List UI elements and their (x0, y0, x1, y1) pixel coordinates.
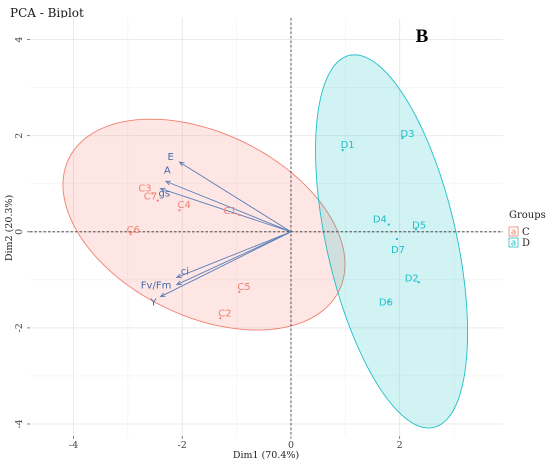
y-axis-label: Dim2 (20.3%) (4, 195, 15, 261)
arrow-gs (160, 188, 292, 233)
y-tick-label: 2 (14, 133, 25, 139)
x-axis-label: Dim1 (70.4%) (233, 450, 299, 461)
confidence-ellipses (62, 54, 469, 429)
legend-key-c (508, 226, 519, 237)
point-label-d3: D3 (400, 129, 414, 140)
arrow-e (179, 161, 292, 233)
point-c2 (219, 317, 222, 320)
point-d4 (387, 223, 390, 226)
ellipse-group-c (62, 118, 346, 331)
y-tick-label: 4 (14, 37, 25, 43)
point-d2 (417, 281, 420, 284)
point-c4 (178, 209, 181, 212)
legend-key-glyph: a (511, 228, 517, 238)
point-c6 (129, 233, 132, 236)
point-c1 (238, 213, 241, 217)
point-label-c5: C5 (237, 282, 250, 293)
legend-title: Groups (509, 210, 546, 221)
arrowhead (175, 273, 182, 278)
y-tick-label: -2 (14, 323, 25, 332)
point-label-c2: C2 (218, 308, 231, 319)
arrow-ci (176, 231, 292, 278)
y-tick-label: -4 (14, 419, 25, 428)
x-axis-ticks: -4 -2 0 2 (69, 436, 403, 451)
legend-label-c: C (522, 227, 530, 238)
arrow-fv-fm (176, 231, 292, 286)
point-label-c1: C1 (223, 206, 236, 217)
point-d7 (395, 237, 399, 241)
x-tick-label: 0 (288, 440, 294, 451)
point-label-d2: D2 (405, 273, 419, 284)
variable-label-ci: ci (181, 266, 189, 277)
legend-key-glyph: a (511, 239, 517, 249)
grid-lines (30, 18, 503, 436)
variable-label-y: Y (149, 298, 157, 309)
point-c3 (151, 192, 154, 195)
point-label-d5: D5 (412, 220, 426, 231)
legend-key-d (508, 237, 519, 248)
variable-label-a: A (164, 165, 171, 176)
arrowhead (159, 187, 166, 193)
point-label-c3: C3 (138, 183, 151, 194)
point-label-c7: C7 (144, 192, 157, 203)
arrow-y (160, 231, 292, 298)
arrowhead (175, 280, 182, 286)
arrowhead (164, 180, 171, 186)
arrowhead (159, 292, 166, 298)
chart-title: PCA - Biplot (10, 6, 84, 20)
point-c5 (238, 290, 241, 293)
data-points: C1 C2 C3 C4 C5 C6 C7 D1 D2 D3 D4 D5 D6 D7 (127, 129, 426, 320)
arrow-a (165, 180, 292, 233)
x-tick-label: -4 (69, 440, 78, 451)
x-tick-label: -2 (178, 440, 187, 451)
y-axis-ticks: -4 -2 0 2 4 (14, 37, 30, 429)
x-tick-label: 2 (397, 440, 403, 451)
point-label-c4: C4 (178, 200, 191, 211)
panel-label: B (416, 26, 429, 47)
point-label-d6: D6 (379, 297, 393, 308)
variable-label-fv-fm: Fv/Fm (141, 281, 172, 292)
point-d1 (341, 149, 344, 152)
point-d6 (387, 300, 390, 303)
point-label-d4: D4 (373, 215, 387, 226)
point-d3 (401, 137, 404, 140)
point-c7 (156, 199, 159, 202)
variable-label-gs: gs (158, 189, 170, 200)
ellipse-group-d (315, 54, 469, 429)
legend-label-d: D (522, 238, 530, 249)
arrowhead (178, 161, 185, 167)
point-label-d1: D1 (341, 140, 355, 151)
point-label-c6: C6 (127, 225, 140, 236)
reference-lines (30, 18, 503, 436)
point-d5 (414, 228, 418, 231)
legend: Groups a Ca D (508, 210, 546, 249)
y-tick-label: 0 (14, 229, 25, 235)
variable-label-e: E (168, 152, 174, 163)
point-label-d7: D7 (391, 245, 405, 256)
